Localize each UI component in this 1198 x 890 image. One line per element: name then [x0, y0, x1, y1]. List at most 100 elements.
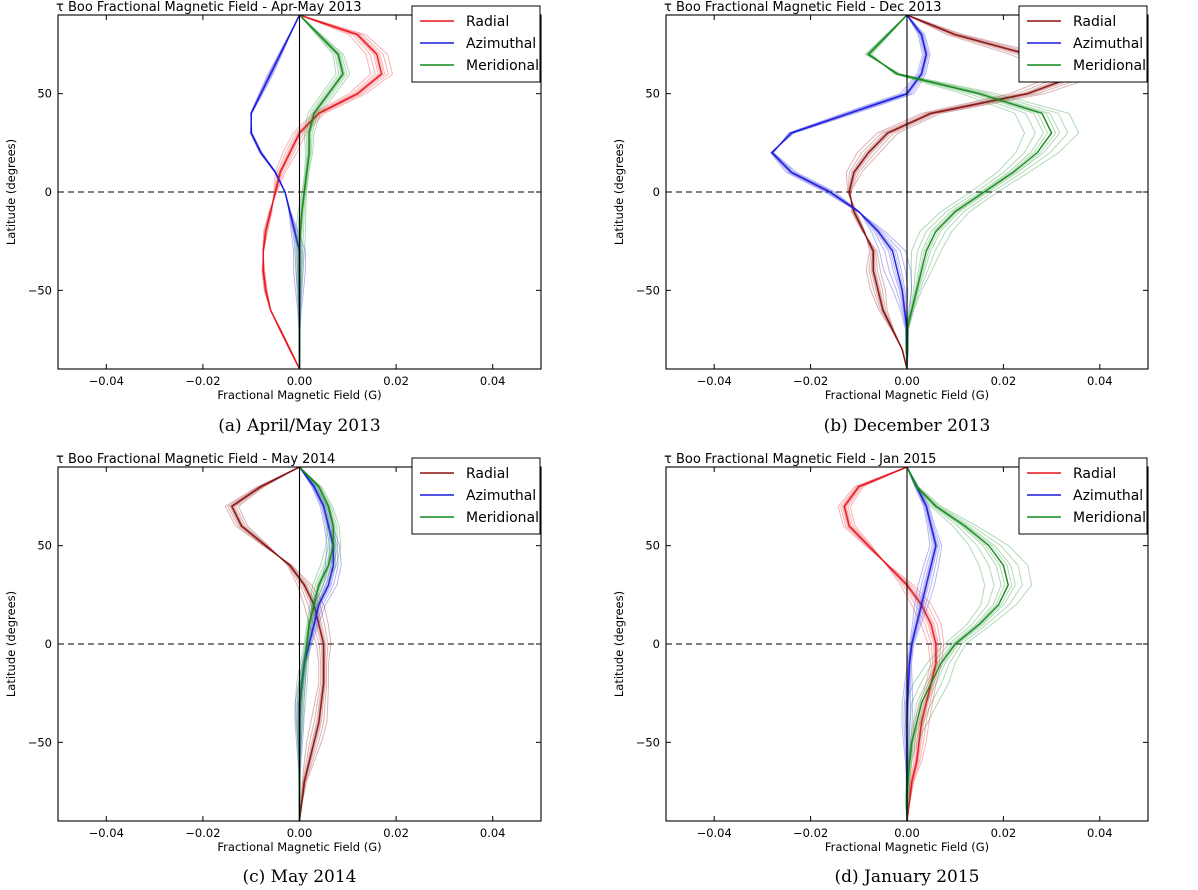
series-line-faint [845, 467, 935, 821]
panel-title: τ Boo Fractional Magnetic Field - May 20… [56, 452, 335, 467]
panel-1: τ Boo Fractional Magnetic Field - Apr-Ma… [4, 0, 542, 436]
x-tick-label: 0.04 [1087, 826, 1113, 840]
panel-2: τ Boo Fractional Magnetic Field - Dec 20… [612, 0, 1149, 436]
y-tick-label: 50 [645, 539, 660, 553]
y-tick-label: 0 [653, 185, 660, 199]
y-axis-label: Latitude (degrees) [4, 591, 18, 697]
y-tick-label: 50 [37, 87, 52, 101]
panel-caption: (c) May 2014 [242, 867, 356, 887]
series-line-faint [771, 15, 926, 369]
legend-label: Azimuthal [1073, 36, 1143, 52]
y-tick-label: 50 [645, 87, 660, 101]
series-line-faint [842, 467, 939, 821]
x-tick-label: −0.04 [89, 374, 124, 388]
series-line-faint [296, 467, 331, 821]
legend-label: Radial [1073, 466, 1116, 482]
legend-label: Meridional [1073, 58, 1146, 74]
series-line-faint [906, 467, 940, 821]
series-line-mean [906, 467, 1009, 821]
series-line-faint [906, 467, 1033, 821]
series-line-mean [843, 467, 937, 821]
x-axis-label: Fractional Magnetic Field (G) [217, 388, 381, 402]
x-tick-label: −0.04 [89, 826, 124, 840]
y-axis-label: Latitude (degrees) [612, 139, 626, 245]
series-line-mean [262, 15, 383, 369]
legend: Radial Azimuthal Meridional [1018, 457, 1148, 535]
y-tick-label: −50 [636, 735, 660, 749]
x-tick-label: −0.04 [697, 374, 732, 388]
y-tick-label: −50 [636, 283, 660, 297]
panel-caption: (d) January 2015 [835, 867, 980, 887]
series-radial [837, 467, 945, 821]
series-line-mean [771, 15, 928, 369]
x-tick-label: 0.00 [287, 374, 313, 388]
legend: Radial Azimuthal Meridional [411, 5, 541, 83]
x-tick-label: 0.00 [894, 374, 920, 388]
curves [770, 15, 1104, 369]
series-line-faint [903, 467, 933, 821]
x-tick-label: 0.02 [383, 374, 409, 388]
y-tick-label: 0 [45, 185, 52, 199]
series-line-faint [227, 467, 329, 821]
x-tick-label: 0.02 [991, 374, 1017, 388]
legend-box [1018, 5, 1148, 83]
series-line-faint [235, 467, 322, 821]
series-line-faint [847, 467, 934, 821]
series-line-faint [237, 467, 320, 821]
y-tick-label: 50 [37, 539, 52, 553]
x-tick-label: −0.02 [793, 826, 828, 840]
x-tick-label: −0.02 [185, 374, 220, 388]
legend-label: Azimuthal [466, 36, 536, 52]
x-tick-label: 0.04 [480, 374, 506, 388]
series-meridional [904, 467, 1033, 821]
series-line-faint [299, 467, 339, 821]
series-line-faint [871, 15, 1026, 369]
series-line-mean [867, 15, 1053, 369]
series-line-faint [233, 467, 323, 821]
series-line-faint [772, 15, 925, 369]
y-axis-label: Latitude (degrees) [4, 139, 18, 245]
legend-label: Meridional [466, 510, 539, 526]
x-tick-label: 0.02 [991, 826, 1017, 840]
series-line-faint [770, 15, 931, 369]
series-radial [224, 467, 332, 821]
series-line-faint [224, 467, 332, 821]
x-tick-label: 0.02 [383, 826, 409, 840]
series-line-faint [849, 467, 931, 821]
legend-label: Azimuthal [466, 488, 536, 504]
y-axis-label: Latitude (degrees) [612, 591, 626, 697]
legend-label: Meridional [1073, 510, 1146, 526]
legend-box [411, 457, 541, 535]
y-tick-label: 0 [653, 637, 660, 651]
legend: Radial Azimuthal Meridional [1018, 5, 1148, 83]
x-tick-label: −0.02 [793, 374, 828, 388]
legend-label: Meridional [466, 58, 539, 74]
x-axis-label: Fractional Magnetic Field (G) [825, 388, 989, 402]
legend-label: Radial [1073, 14, 1116, 30]
series-line-faint [905, 467, 995, 821]
legend-label: Radial [466, 14, 509, 30]
y-tick-label: −50 [28, 283, 52, 297]
legend: Radial Azimuthal Meridional [411, 457, 541, 535]
series-line-faint [773, 15, 923, 369]
series-meridional [864, 15, 1080, 369]
panel-caption: (a) April/May 2013 [218, 416, 381, 436]
panel-title: τ Boo Fractional Magnetic Field - Jan 20… [664, 452, 936, 467]
series-line-faint [837, 467, 945, 821]
x-tick-label: 0.00 [894, 826, 920, 840]
series-azimuthal [770, 15, 931, 369]
y-tick-label: 0 [45, 637, 52, 651]
legend-label: Radial [466, 466, 509, 482]
y-tick-label: −50 [28, 735, 52, 749]
series-line-mean [231, 467, 325, 821]
series-radial [261, 15, 393, 369]
legend-label: Azimuthal [1073, 488, 1143, 504]
panel-caption: (b) December 2013 [824, 416, 991, 436]
panel-title: τ Boo Fractional Magnetic Field - Apr-Ma… [56, 0, 362, 15]
series-line-faint [229, 467, 327, 821]
series-line-faint [906, 467, 943, 821]
x-axis-label: Fractional Magnetic Field (G) [825, 840, 989, 854]
x-axis-label: Fractional Magnetic Field (G) [217, 840, 381, 854]
